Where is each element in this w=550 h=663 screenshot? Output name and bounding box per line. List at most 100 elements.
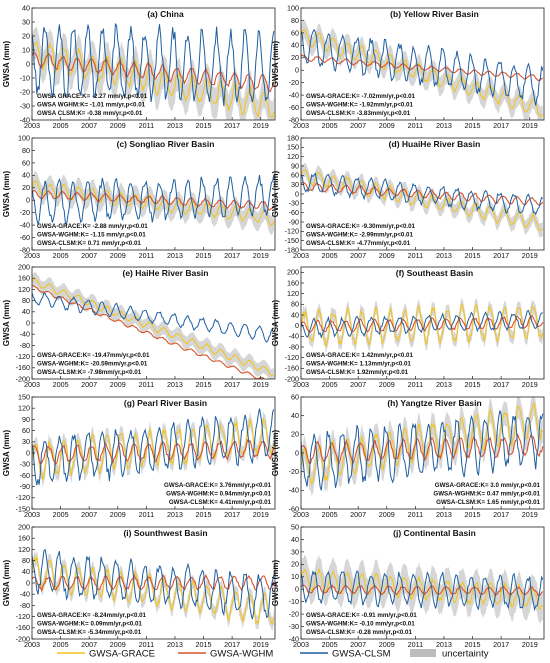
legend-label: uncertainty xyxy=(442,649,489,660)
y-tick-label: 30 xyxy=(291,180,299,189)
trend-stat-text: GWSA-CLSM:K= 1.92mm/yr,p<0.01 xyxy=(306,369,409,376)
panel-3: 2003 2005 2007 2009 2011 2013 2015 2017 2019 -80 -… xyxy=(2,133,276,260)
trend-stat-text: GWSA-WGHM:K= 0.09mm/yr,p<0.01 xyxy=(37,621,142,628)
x-tick-label: 2019 xyxy=(522,251,538,260)
trend-stat-text: GWSA-CLSM:K= 1.65 mm/yr,p<0.01 xyxy=(436,499,540,506)
y-tick-label: -90 xyxy=(289,217,299,226)
x-tick-label: 2009 xyxy=(379,121,395,130)
y-tick-label: 0 xyxy=(26,196,30,205)
x-tick-label: 2011 xyxy=(408,121,423,130)
y-tick-label: -80 xyxy=(20,601,30,610)
x-tick-label: 2009 xyxy=(110,121,126,130)
panel-8: 2003 2005 2007 2009 2011 2013 2015 2017 2019 -60 -… xyxy=(271,392,545,519)
series-clsm-line xyxy=(32,408,275,486)
x-tick-label: 2019 xyxy=(522,121,538,130)
y-tick-label: -80 xyxy=(289,115,299,124)
y-tick-label: 0 xyxy=(295,321,299,330)
y-tick-label: -40 xyxy=(289,332,299,341)
y-tick-label: 20 xyxy=(291,430,299,439)
y-tick-label: 60 xyxy=(291,392,299,401)
x-tick-label: 2007 xyxy=(350,640,366,649)
x-tick-label: 2007 xyxy=(81,251,97,260)
x-tick-label: 2003 xyxy=(293,121,309,130)
x-tick-label: 2017 xyxy=(493,510,509,519)
trend-stat-text: GWSA-WGHM:K= 0.47 mm/yr,p<0.01 xyxy=(433,491,540,498)
trend-stat-text: GWSA-CLSM:K= 0.71 mm/yr,p<0.01 xyxy=(37,240,141,247)
x-tick-label: 2009 xyxy=(110,251,126,260)
y-tick-label: -20 xyxy=(20,208,30,217)
y-tick-label: 20 xyxy=(291,560,299,569)
x-tick-label: 2019 xyxy=(253,121,269,130)
x-tick-label: 2017 xyxy=(224,640,240,649)
y-tick-label: -80 xyxy=(20,245,30,254)
x-tick-label: 2015 xyxy=(465,640,481,649)
series-wghm-line xyxy=(32,51,275,93)
plot-frame xyxy=(300,266,545,380)
y-tick-label: -10 xyxy=(289,597,299,606)
y-tick-label: -120 xyxy=(16,493,30,502)
trend-stat-text: GWSA-CLSM:K= -0.28 mm/yr,p<0.01 xyxy=(306,629,412,636)
uncertainty-band xyxy=(32,26,274,120)
panel-1: 2003 2005 2007 2009 2011 2013 2015 2017 2019 -40 -… xyxy=(2,3,276,130)
x-tick-label: 2003 xyxy=(293,380,309,389)
series-clsm-line xyxy=(301,410,544,491)
y-tick-label: 60 xyxy=(22,426,30,435)
x-tick-label: 2005 xyxy=(322,510,338,519)
series-wghm-line xyxy=(32,438,275,466)
y-tick-label: -20 xyxy=(20,87,30,96)
y-tick-label: 0 xyxy=(26,318,30,327)
x-tick-label: 2005 xyxy=(53,251,69,260)
x-tick-label: 2005 xyxy=(53,380,69,389)
x-tick-label: 2011 xyxy=(139,121,154,130)
y-tick-label: 90 xyxy=(291,161,299,170)
x-tick-label: 2005 xyxy=(322,640,338,649)
panel-title: (d) HuaiHe River Basin xyxy=(389,139,481,149)
x-tick-label: 2009 xyxy=(379,510,395,519)
x-tick-label: 2013 xyxy=(167,380,183,389)
y-tick-label: -40 xyxy=(20,330,30,339)
x-tick-label: 2019 xyxy=(522,640,538,649)
y-tick-label: -30 xyxy=(289,622,299,631)
y-tick-label: 0 xyxy=(26,448,30,457)
y-tick-label: -120 xyxy=(285,227,299,236)
y-tick-label: 120 xyxy=(287,152,299,161)
x-tick-label: 2003 xyxy=(293,640,309,649)
trend-stat-text: GWSA-WGHM:K= -20.59mm/yr,p<0.01 xyxy=(37,361,148,368)
y-tick-label: 40 xyxy=(291,411,299,420)
y-tick-label: 0 xyxy=(295,189,299,198)
y-tick-label: -80 xyxy=(20,341,30,350)
y-tick-label: -40 xyxy=(289,634,299,643)
y-tick-label: 40 xyxy=(22,3,30,12)
y-tick-label: -180 xyxy=(285,245,299,254)
y-tick-label: 10 xyxy=(291,572,299,581)
x-tick-label: 2007 xyxy=(350,510,366,519)
y-tick-label: 80 xyxy=(22,296,30,305)
y-tick-label: 120 xyxy=(18,285,30,294)
trend-stat-text: GWSA-WGHM:K= -1.15 mm/yr,p<0.01 xyxy=(37,232,146,239)
x-tick-label: 2017 xyxy=(493,640,509,649)
panel-title: (h) Yangtze River Basin xyxy=(387,398,481,408)
legend-item: uncertainty xyxy=(410,649,489,660)
y-tick-label: -60 xyxy=(20,471,30,480)
y-tick-label: 160 xyxy=(287,278,299,287)
series-wghm-line xyxy=(301,432,544,465)
trend-stat-text: GWSA-GRACE:K= -0.91 mm/yr,p<0.01 xyxy=(306,612,417,619)
x-tick-label: 2013 xyxy=(436,251,452,260)
y-tick-label: -200 xyxy=(16,374,30,383)
trend-stat-text: GWSA-CLSM:K= -5.34mm/yr,p<0.01 xyxy=(37,629,142,636)
y-tick-label: 40 xyxy=(22,171,30,180)
y-axis-label: GWSA (mm) xyxy=(271,40,280,87)
y-tick-label: -90 xyxy=(20,482,30,491)
y-tick-label: 40 xyxy=(291,310,299,319)
x-tick-label: 2013 xyxy=(167,640,183,649)
legend: GWSA-GRACE GWSA-WGHM GWSA-CLSM uncertainty xyxy=(57,649,489,660)
x-tick-label: 2011 xyxy=(408,510,423,519)
y-tick-label: 150 xyxy=(18,392,30,401)
x-tick-label: 2013 xyxy=(167,251,183,260)
series-clsm-line xyxy=(32,22,275,106)
trend-stat-text: GWSA-CLSM:K= -4.77mm/yr,p<0.01 xyxy=(306,240,411,247)
x-tick-label: 2019 xyxy=(253,380,269,389)
y-axis-label: GWSA (mm) xyxy=(2,299,11,346)
x-tick-label: 2013 xyxy=(167,510,183,519)
y-tick-label: -120 xyxy=(16,612,30,621)
